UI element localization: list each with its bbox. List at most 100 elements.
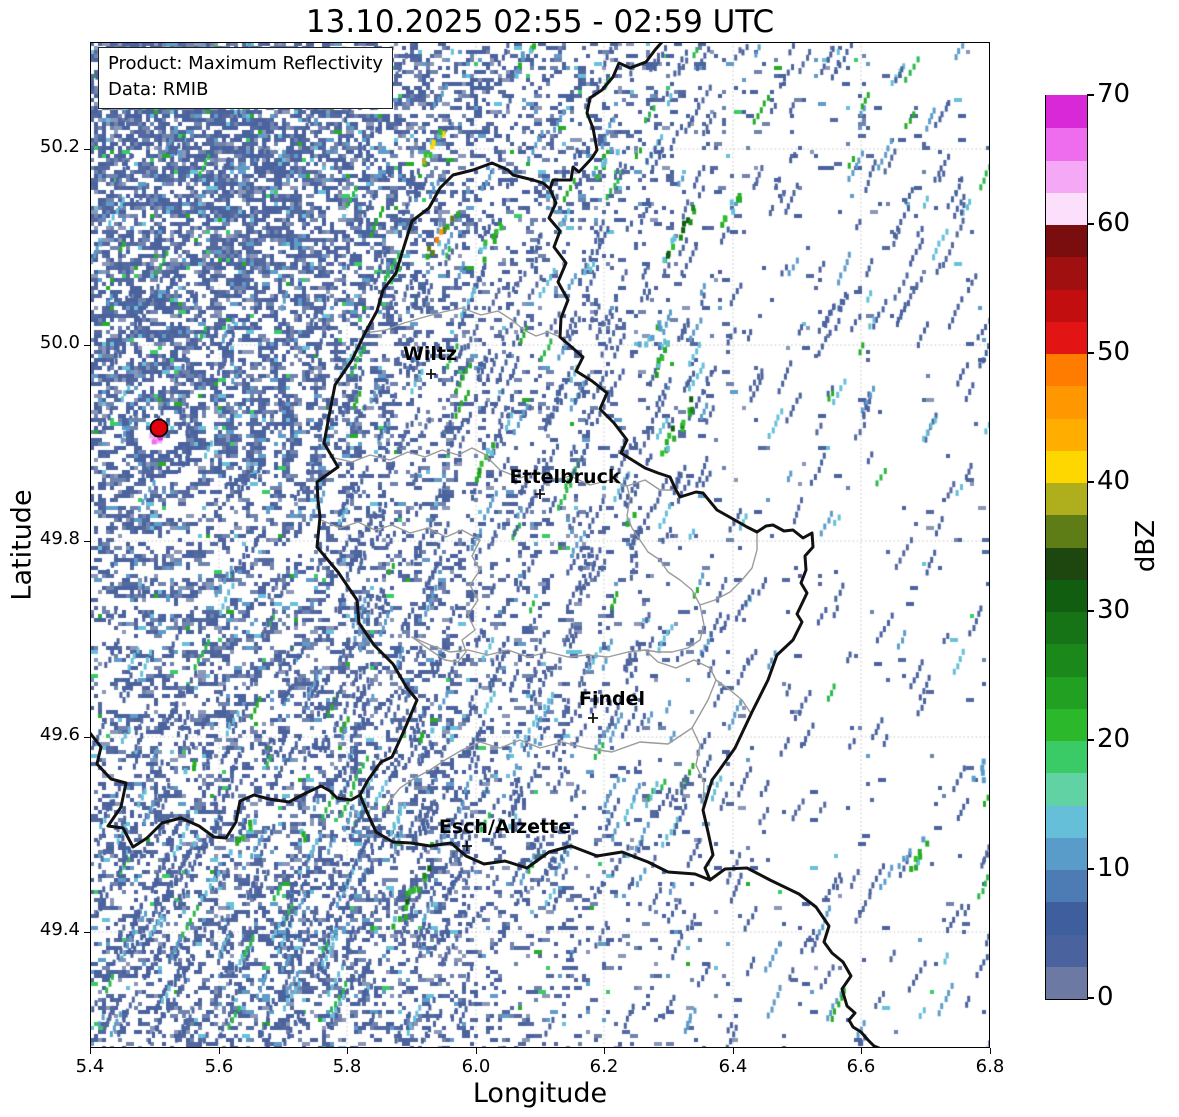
colorbar-segment (1046, 417, 1087, 451)
city-marker-icon (462, 841, 472, 851)
y-tick-label: 50.2 (39, 136, 80, 157)
colorbar-segment (1046, 95, 1087, 129)
district-border (626, 485, 758, 606)
y-tick-label: 49.8 (39, 528, 80, 549)
city-label: Findel (578, 688, 646, 710)
belgium-france-border (90, 731, 362, 849)
city-marker-icon (588, 713, 598, 723)
x-tick-label: 6.0 (461, 1056, 491, 1077)
colorbar-segment (1046, 159, 1087, 193)
product-info-box: Product: Maximum Reflectivity Data: RMIB (98, 47, 394, 109)
x-tick-label: 5.8 (332, 1056, 362, 1077)
colorbar-tick-label: 40 (1097, 466, 1131, 496)
colorbar-tick-label: 20 (1097, 724, 1131, 754)
colorbar-tick-mark (1087, 94, 1094, 96)
x-tick-label: 5.4 (75, 1056, 105, 1077)
city-marker-icon (535, 489, 545, 499)
y-tick-mark (84, 931, 90, 933)
radar-site-marker (149, 418, 169, 438)
y-tick-mark (84, 148, 90, 150)
x-tick-label: 6.4 (718, 1056, 748, 1077)
x-tick-mark (732, 1048, 734, 1054)
colorbar-tick-mark (1087, 868, 1094, 870)
product-name: Product: Maximum Reflectivity (108, 53, 384, 74)
district-border (411, 636, 646, 658)
colorbar-segment (1046, 450, 1087, 483)
colorbar-segment (1046, 546, 1087, 580)
y-tick-mark (84, 736, 90, 738)
colorbar-segment (1046, 837, 1087, 870)
district-border (691, 727, 705, 811)
x-tick-mark (989, 1048, 991, 1054)
belgium-germany-border (548, 42, 664, 191)
france-germany-border (708, 866, 881, 1048)
x-tick-label: 6.8 (975, 1056, 1005, 1077)
city-label: Wiltz (402, 343, 458, 365)
colorbar (1045, 95, 1088, 1000)
colorbar-segment (1046, 256, 1087, 290)
colorbar-segment (1046, 192, 1087, 225)
x-tick-mark (89, 1048, 91, 1054)
district-border (320, 519, 481, 663)
x-tick-mark (218, 1048, 220, 1054)
colorbar-tick-label: 30 (1097, 595, 1131, 625)
colorbar-segment (1046, 353, 1087, 387)
colorbar-segment (1046, 966, 1087, 999)
figure-title: 13.10.2025 02:55 - 02:59 UTC (305, 4, 775, 40)
colorbar-tick-label: 70 (1097, 79, 1131, 109)
district-border (715, 679, 751, 713)
colorbar-segment (1046, 611, 1087, 645)
colorbar-segment (1046, 224, 1087, 258)
plot-frame (90, 42, 990, 1048)
colorbar-segment (1046, 804, 1087, 838)
district-border (329, 447, 677, 491)
x-tick-mark (475, 1048, 477, 1054)
colorbar-segment (1046, 901, 1087, 935)
colorbar-tick-label: 10 (1097, 853, 1131, 883)
x-tick-mark (346, 1048, 348, 1054)
y-tick-mark (84, 540, 90, 542)
city-label: Esch/Alzette (438, 816, 572, 838)
colorbar-segment (1046, 385, 1087, 419)
y-tick-label: 50.0 (39, 332, 80, 353)
district-border (364, 307, 561, 338)
colorbar-tick-label: 0 (1097, 982, 1114, 1012)
colorbar-segment (1046, 643, 1087, 677)
colorbar-unit-label: dBZ (1131, 519, 1161, 573)
y-tick-label: 49.6 (39, 724, 80, 745)
colorbar-tick-mark (1087, 739, 1094, 741)
colorbar-segment (1046, 321, 1087, 354)
colorbar-tick-label: 60 (1097, 208, 1131, 238)
district-border (644, 604, 705, 653)
city-marker-icon (426, 369, 436, 379)
x-tick-mark (603, 1048, 605, 1054)
luxembourg-border (315, 161, 815, 882)
colorbar-tick-mark (1087, 997, 1094, 999)
colorbar-segment (1046, 579, 1087, 612)
colorbar-segment (1046, 127, 1087, 161)
x-tick-label: 5.6 (204, 1056, 234, 1077)
x-tick-mark (860, 1048, 862, 1054)
colorbar-segment (1046, 288, 1087, 322)
colorbar-segment (1046, 708, 1087, 741)
x-axis-label: Longitude (472, 1078, 608, 1109)
colorbar-segment (1046, 772, 1087, 806)
colorbar-segment (1046, 675, 1087, 709)
y-tick-mark (84, 344, 90, 346)
colorbar-tick-mark (1087, 610, 1094, 612)
city-label: Ettelbruck (509, 466, 621, 488)
colorbar-segment (1046, 740, 1087, 774)
radar-speckle-canvas (90, 42, 990, 1048)
district-border (382, 649, 717, 813)
colorbar-segment (1046, 933, 1087, 967)
colorbar-tick-mark (1087, 481, 1094, 483)
x-tick-label: 6.2 (589, 1056, 619, 1077)
data-source: Data: RMIB (108, 79, 209, 100)
colorbar-segment (1046, 869, 1087, 903)
colorbar-tick-mark (1087, 223, 1094, 225)
colorbar-segment (1046, 514, 1087, 548)
x-tick-label: 6.6 (846, 1056, 876, 1077)
y-tick-label: 49.4 (39, 919, 80, 940)
